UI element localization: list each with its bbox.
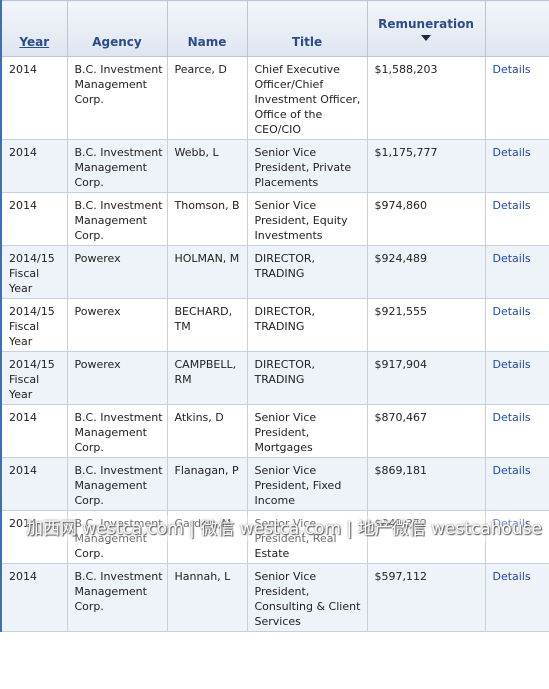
table-cell: Chief Executive Officer/Chief Investment… bbox=[246, 56, 368, 140]
details-link[interactable]: Details bbox=[492, 146, 531, 159]
table-cell: Details bbox=[484, 351, 549, 405]
table-cell: 2014/15 Fiscal Year bbox=[0, 245, 68, 299]
table-cell: $869,181 bbox=[366, 457, 486, 511]
details-link[interactable]: Details bbox=[492, 305, 531, 318]
table-cell: CAMPBELL, RM bbox=[166, 351, 248, 405]
header-row: Year Agency Name Title Remuneration bbox=[0, 0, 549, 57]
table-cell: Senior Vice President, Fixed Income bbox=[246, 457, 368, 511]
table-row: 2014 B.C. Investment Management Corp. Webb… bbox=[0, 139, 549, 193]
table-cell: Powerex bbox=[66, 351, 168, 405]
column-header[interactable]: Remuneration bbox=[366, 0, 486, 57]
column-header: Title bbox=[246, 0, 368, 57]
table-cell: Details bbox=[484, 192, 549, 246]
table-cell: B.C. Investment Management Corp. bbox=[66, 563, 168, 632]
table-cell: DIRECTOR, TRADING bbox=[246, 298, 368, 352]
table-row: 2014 B.C. Investment Management Corp. Flan… bbox=[0, 457, 549, 511]
details-link[interactable]: Details bbox=[492, 358, 531, 371]
table-cell: 2014/15 Fiscal Year bbox=[0, 351, 68, 405]
table-cell: $921,555 bbox=[366, 298, 486, 352]
table-cell: $1,588,203 bbox=[366, 56, 486, 140]
remuneration-table: Year Agency Name Title Remuneration 2014 B.C.… bbox=[0, 0, 549, 632]
table-cell: Hannah, L bbox=[166, 563, 248, 632]
table-cell: Flanagan, P bbox=[166, 457, 248, 511]
table-cell: HOLMAN, M bbox=[166, 245, 248, 299]
table-cell: Details bbox=[484, 245, 549, 299]
table-cell: 2014/15 Fiscal Year bbox=[0, 298, 68, 352]
table-cell: B.C. Investment Management Corp. bbox=[66, 192, 168, 246]
table-row: 2014/15 Fiscal Year Powerex HOLMAN, M DIREC… bbox=[0, 245, 549, 299]
table-row: 2014 B.C. Investment Management Corp. Thom… bbox=[0, 192, 549, 246]
table-cell: BECHARD, TM bbox=[166, 298, 248, 352]
table-cell: $1,175,777 bbox=[366, 139, 486, 193]
table-cell: Atkins, D bbox=[166, 404, 248, 458]
table-cell: Garden, M bbox=[166, 510, 248, 564]
table-cell: Senior Vice President, Mortgages bbox=[246, 404, 368, 458]
table-cell: 2014 bbox=[0, 192, 68, 246]
table-cell: Details bbox=[484, 298, 549, 352]
table-cell: B.C. Investment Management Corp. bbox=[66, 56, 168, 140]
table-cell: 2014 bbox=[0, 139, 68, 193]
table-cell: Senior Vice President, Consulting & Clie… bbox=[246, 563, 368, 632]
table-body: 2014 B.C. Investment Management Corp. Pear… bbox=[0, 56, 549, 632]
sort-label[interactable]: Remuneration bbox=[378, 16, 474, 31]
table-cell: DIRECTOR, TRADING bbox=[246, 351, 368, 405]
table-cell: Pearce, D bbox=[166, 56, 248, 140]
table-cell: Powerex bbox=[66, 298, 168, 352]
table-cell: 2014 bbox=[0, 563, 68, 632]
table-cell: Webb, L bbox=[166, 139, 248, 193]
details-link[interactable]: Details bbox=[492, 411, 531, 424]
table-cell: B.C. Investment Management Corp. bbox=[66, 139, 168, 193]
table-row: 2014 B.C. Investment Management Corp. Gard… bbox=[0, 510, 549, 564]
details-link[interactable]: Details bbox=[492, 252, 531, 265]
table-cell: Thomson, B bbox=[166, 192, 248, 246]
table-cell: Details bbox=[484, 457, 549, 511]
sort-link[interactable]: Year bbox=[19, 35, 50, 49]
table-cell: Details bbox=[484, 56, 549, 140]
details-link[interactable]: Details bbox=[492, 63, 531, 76]
table-cell: $974,860 bbox=[366, 192, 486, 246]
sort-arrow[interactable] bbox=[421, 34, 431, 41]
column-header: Agency bbox=[66, 0, 168, 57]
table-cell: Senior Vice President, Real Estate bbox=[246, 510, 368, 564]
table-cell: $870,467 bbox=[366, 404, 486, 458]
details-link[interactable]: Details bbox=[492, 199, 531, 212]
table-cell: DIRECTOR, TRADING bbox=[246, 245, 368, 299]
table-row: 2014 B.C. Investment Management Corp. Atki… bbox=[0, 404, 549, 458]
table-row: 2014/15 Fiscal Year Powerex CAMPBELL, RM DI… bbox=[0, 351, 549, 405]
column-header bbox=[484, 0, 549, 57]
table-cell: 2014 bbox=[0, 56, 68, 140]
watermark: 加西网 westca.com | 微信 westca.com | 地产微信 we… bbox=[26, 516, 542, 542]
table-cell: Details bbox=[484, 139, 549, 193]
table-cell: B.C. Investment Management Corp. bbox=[66, 404, 168, 458]
details-link[interactable]: Details bbox=[492, 464, 531, 477]
table-row: 2014 B.C. Investment Management Corp. Pear… bbox=[0, 56, 549, 140]
table-cell: Details bbox=[484, 404, 549, 458]
table-cell: Details bbox=[484, 563, 549, 632]
details-link[interactable]: Details bbox=[492, 570, 531, 583]
column-header: Year bbox=[0, 0, 68, 57]
table-cell: $924,489 bbox=[366, 245, 486, 299]
table-cell: $597,112 bbox=[366, 563, 486, 632]
table-cell: Details bbox=[484, 510, 549, 564]
table-cell: B.C. Investment Management Corp. bbox=[66, 457, 168, 511]
details-link[interactable]: Details bbox=[492, 517, 531, 530]
table-cell: Senior Vice President, Private Placement… bbox=[246, 139, 368, 193]
table-cell: Powerex bbox=[66, 245, 168, 299]
table-row: 2014 B.C. Investment Management Corp. Hann… bbox=[0, 563, 549, 632]
table-cell: 2014 bbox=[0, 457, 68, 511]
table-cell: 2014 bbox=[0, 510, 68, 564]
table-cell: B.C. Investment Management Corp. bbox=[66, 510, 168, 564]
table-cell: Senior Vice President, Equity Investment… bbox=[246, 192, 368, 246]
table-cell: $917,904 bbox=[366, 351, 486, 405]
table-cell: 2014 bbox=[0, 404, 68, 458]
column-header: Name bbox=[166, 0, 248, 57]
table-row: 2014/15 Fiscal Year Powerex BECHARD, TM DIR… bbox=[0, 298, 549, 352]
